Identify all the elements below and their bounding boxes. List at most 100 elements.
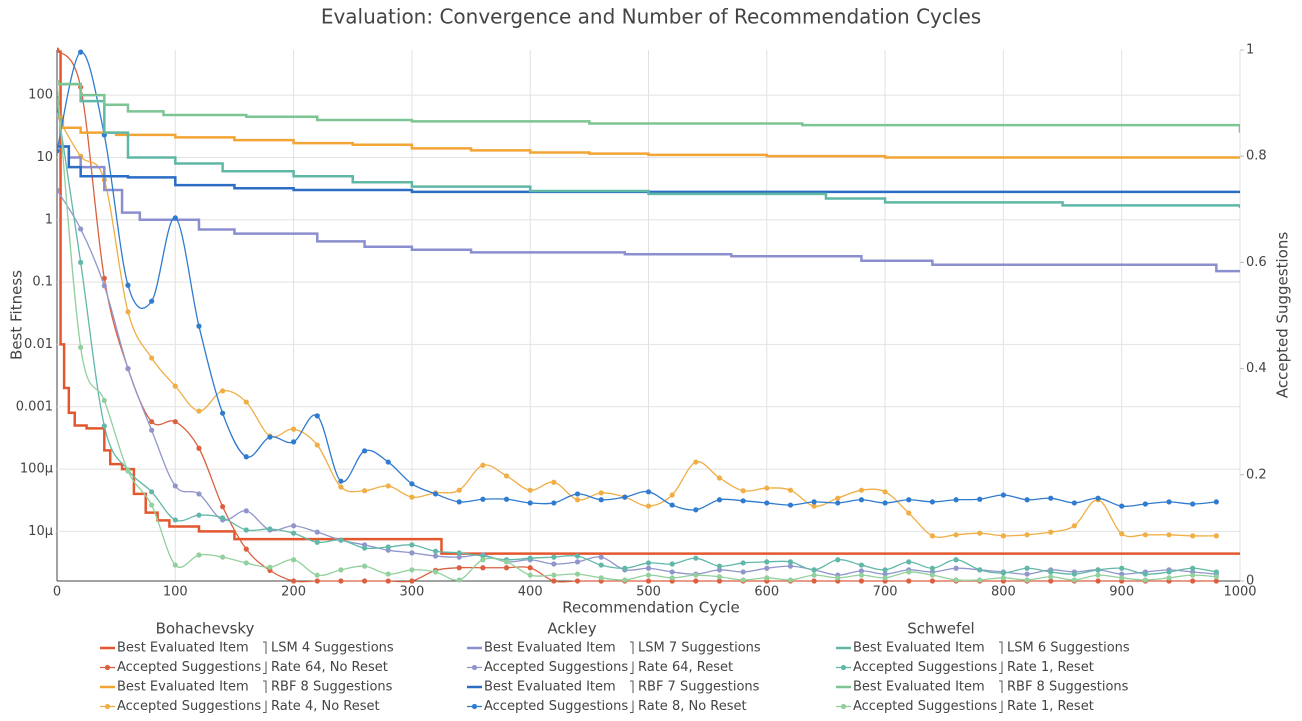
y2-tick-label: 0.4 [1246,361,1267,376]
legend-bracket [999,641,1003,654]
y2-axis-title: Accepted Suggestions [1274,232,1292,398]
point [149,419,155,425]
point [267,526,273,532]
point [787,487,794,493]
point [645,578,652,584]
point [598,575,604,581]
y2-tick-label: 1 [1246,43,1254,58]
line [57,189,1217,576]
point [385,578,391,584]
point [693,459,699,465]
legend-label: Accepted Suggestions [484,660,628,675]
point [811,572,817,578]
y-tick-label: 10µ [28,524,53,539]
y-axis-title: Best Fitness [8,270,26,360]
point [551,572,557,578]
point [953,577,959,583]
point [1190,578,1196,584]
point [291,439,297,445]
point [622,494,628,500]
point [385,459,391,465]
point [314,539,320,545]
point [882,575,888,581]
legend-bracket [263,700,267,713]
point [1142,532,1148,538]
point [551,500,557,506]
point [291,530,297,536]
point [101,283,107,289]
point [716,563,723,569]
point [480,565,486,571]
legend-label: Accepted Suggestions [853,660,997,675]
point [740,560,746,566]
legend-label: Accepted Suggestions [117,660,261,675]
point [1071,523,1077,529]
point [1119,575,1125,581]
point [551,578,557,584]
step-line [57,82,1240,133]
x-tick-label: 800 [991,585,1016,600]
point [172,383,178,389]
legend-sub-label: RBF 7 Suggestions [638,680,760,695]
plot-area [57,47,1240,584]
point [57,79,60,85]
point [409,567,415,573]
legend-sub-label: Rate 1, Reset [1007,660,1094,675]
point [361,578,368,584]
point [291,578,297,584]
point [432,569,439,575]
point [172,483,178,489]
point [1048,569,1054,575]
point [1213,578,1219,584]
point [503,473,510,479]
point [811,567,817,573]
legend-label: Best Evaluated Item [484,680,616,695]
y-tick-label: 0.01 [24,337,53,352]
point [220,410,226,416]
legend-sub-label: RBF 8 Suggestions [1007,680,1129,695]
point [882,500,888,506]
point [858,578,865,584]
point [716,578,723,584]
point [409,578,415,584]
point [432,548,439,554]
point [977,496,983,502]
point [764,565,770,571]
point [858,572,865,578]
point [456,550,462,556]
point [716,574,723,580]
y-tick-label: 0.1 [32,275,53,290]
legend-sub-label: Rate 64, No Reset [271,660,388,675]
point [385,544,391,550]
point [645,560,652,566]
point [1024,577,1030,583]
legend-bracket [630,641,634,654]
step-line [57,82,1240,208]
x-tick-label: 500 [636,585,661,600]
point [551,554,557,560]
legend-sub-label: Rate 64, Reset [638,660,733,675]
y-tick-label: 100µ [20,462,53,477]
line [57,115,1217,538]
point [693,572,699,578]
point [78,226,84,232]
y-tick-label: 1 [45,212,53,227]
point [361,448,368,454]
legend-label: Best Evaluated Item [117,680,249,695]
point [1000,533,1007,539]
point [740,569,746,575]
point [125,468,131,474]
point [693,555,699,561]
point [1095,572,1101,578]
point [196,552,202,558]
point [432,553,439,559]
point [858,487,865,493]
point [906,497,912,503]
point [1119,571,1125,577]
point [1213,569,1219,575]
point [716,497,723,503]
point [1071,571,1077,577]
point [764,500,770,506]
point [669,492,675,498]
point [574,497,581,503]
